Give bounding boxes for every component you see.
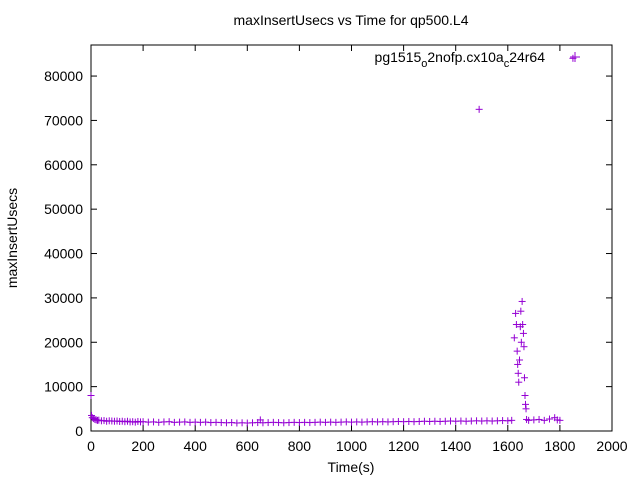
data-point — [518, 297, 526, 305]
data-point — [569, 54, 577, 62]
x-tick-label: 600 — [236, 438, 260, 454]
y-tick-label: 20000 — [44, 334, 83, 350]
x-tick-label: 200 — [131, 438, 155, 454]
x-tick-label: 1600 — [492, 438, 523, 454]
data-point — [87, 392, 95, 400]
data-point — [545, 415, 553, 423]
data-point — [522, 405, 530, 413]
x-tick-label: 800 — [288, 438, 312, 454]
data-point — [519, 329, 527, 337]
data-point — [540, 416, 548, 424]
data-point — [516, 356, 524, 364]
data-point — [556, 416, 564, 424]
data-point — [521, 392, 529, 400]
data-point — [517, 338, 525, 346]
y-tick-label: 30000 — [44, 290, 83, 306]
legend-marker — [570, 52, 580, 62]
y-tick-label: 60000 — [44, 157, 83, 173]
legend: pg1515o2nofp.cx10ac24r64 — [375, 49, 580, 70]
data-point — [513, 347, 521, 355]
legend-label-subscript-1: o — [421, 58, 427, 70]
y-axis: 0 10000 20000 30000 40000 50000 60000 70000 8000… — [44, 68, 612, 439]
y-axis-label: maxInsertUsecs — [4, 188, 20, 288]
data-point — [519, 321, 527, 329]
data-point — [165, 418, 173, 426]
x-tick-label: 1400 — [440, 438, 471, 454]
data-point — [510, 334, 518, 342]
data-point — [535, 415, 543, 423]
legend-label-part-2: 2nofp.cx10a — [427, 49, 503, 65]
x-axis: 0 200 400 600 800 1000 1200 1400 1600 1800 2000 — [87, 45, 628, 454]
data-point — [475, 105, 483, 113]
y-tick-label: 70000 — [44, 112, 83, 128]
x-tick-label: 1200 — [388, 438, 419, 454]
data-point — [515, 378, 523, 386]
x-tick-label: 2000 — [596, 438, 627, 454]
x-tick-label: 1000 — [336, 438, 367, 454]
data-point — [508, 416, 516, 424]
legend-label-subscript-2: c — [504, 58, 510, 70]
plot-frame — [90, 44, 613, 432]
data-point — [517, 307, 525, 315]
y-tick-label: 50000 — [44, 201, 83, 217]
y-tick-label: 10000 — [44, 379, 83, 395]
data-point — [520, 374, 528, 382]
y-tick-label: 80000 — [44, 68, 83, 84]
x-tick-label: 1800 — [544, 438, 575, 454]
data-point — [512, 309, 520, 317]
data-point — [514, 360, 522, 368]
data-point — [522, 400, 530, 408]
x-tick-label: 400 — [184, 438, 208, 454]
series-points — [87, 54, 577, 427]
data-point — [514, 369, 522, 377]
x-tick-label: 0 — [87, 438, 95, 454]
legend-label-part-1: pg1515 — [375, 49, 422, 65]
data-point — [520, 343, 528, 351]
x-axis-label: Time(s) — [328, 459, 375, 475]
legend-label: pg1515o2nofp.cx10ac24r64 — [375, 49, 546, 70]
data-point — [512, 321, 520, 329]
chart-title: maxInsertUsecs vs Time for qp500.L4 — [234, 12, 469, 28]
y-tick-label: 0 — [75, 423, 83, 439]
y-tick-label: 40000 — [44, 246, 83, 262]
legend-label-part-3: 24r64 — [509, 49, 545, 65]
